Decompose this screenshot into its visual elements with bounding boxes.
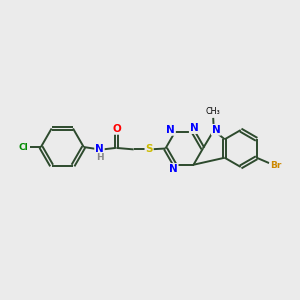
Text: N: N	[169, 164, 178, 174]
Text: N: N	[212, 125, 220, 135]
Text: O: O	[112, 124, 121, 134]
Text: N: N	[166, 125, 175, 135]
Text: H: H	[96, 153, 103, 162]
Text: CH₃: CH₃	[206, 106, 220, 116]
Text: N: N	[190, 123, 199, 133]
Text: N: N	[95, 144, 104, 154]
Text: Br: Br	[270, 161, 282, 170]
Text: Cl: Cl	[19, 142, 28, 152]
Text: S: S	[146, 144, 153, 154]
